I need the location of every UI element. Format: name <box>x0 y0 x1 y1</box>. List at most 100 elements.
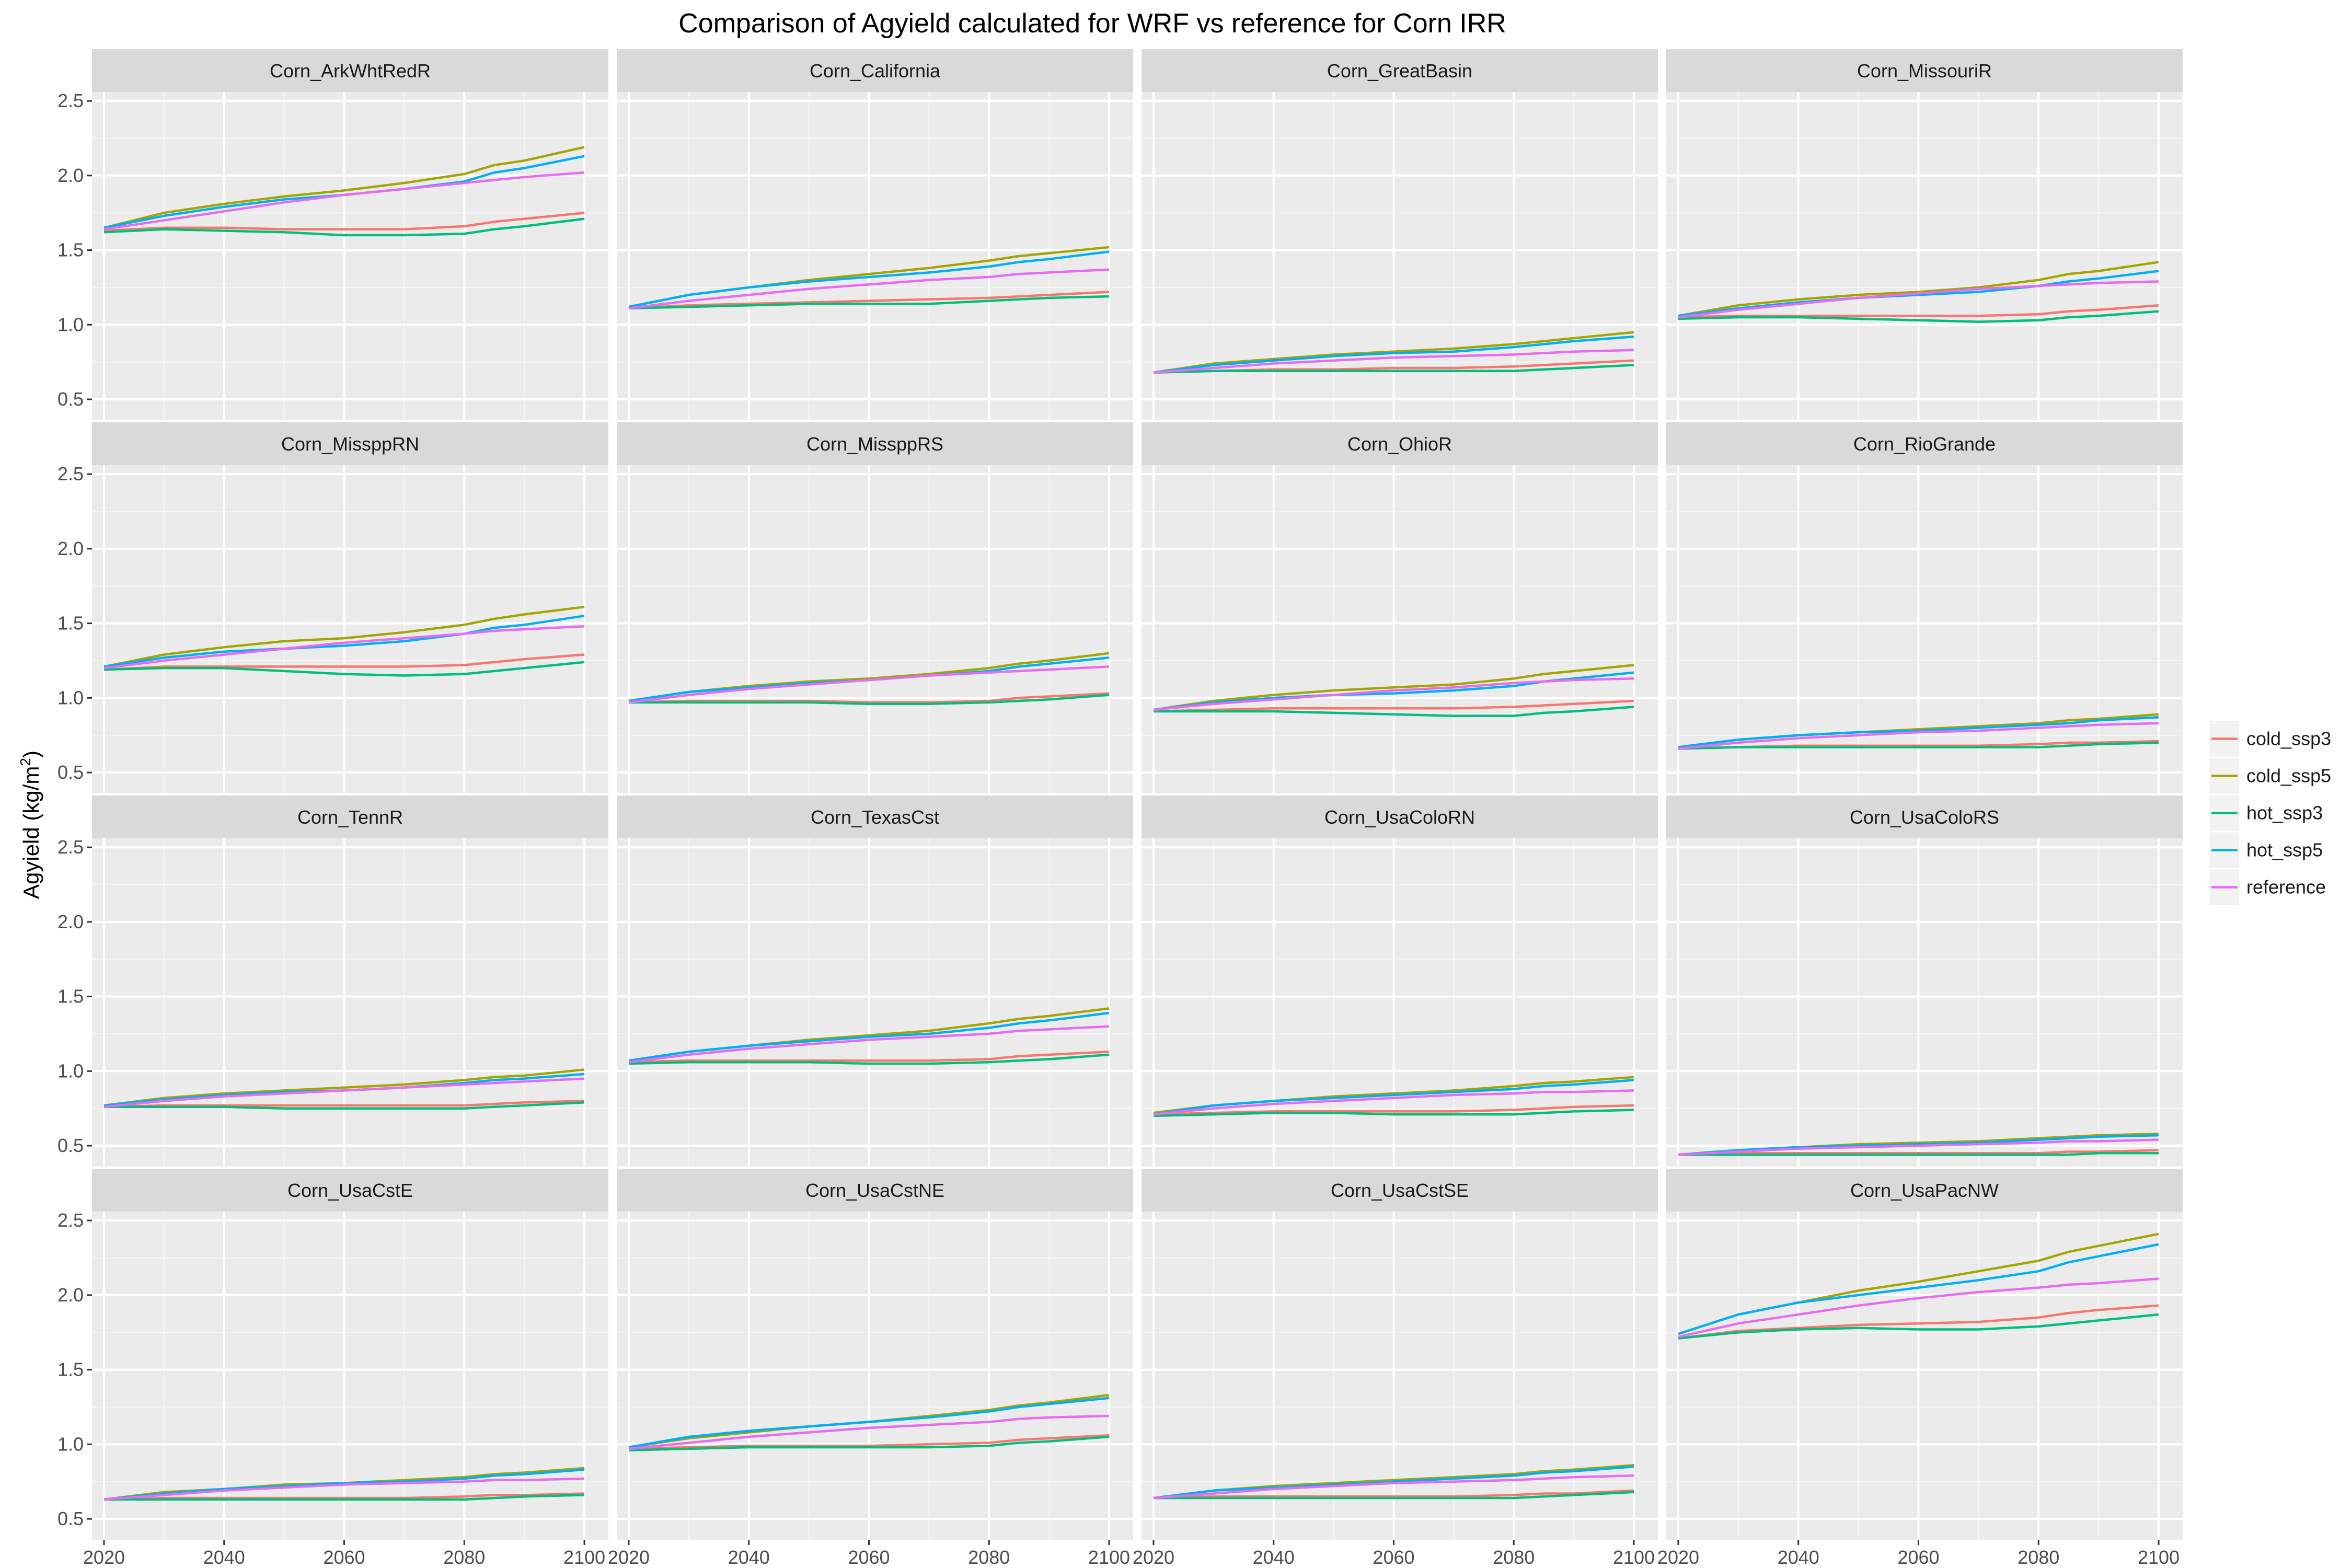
y-tick-label: 1.0 <box>57 1060 84 1081</box>
y-tick-label: 2.0 <box>57 165 84 186</box>
legend-item-cold_ssp3: cold_ssp3 <box>2208 719 2331 758</box>
series-line-hot_ssp5 <box>1678 1243 2159 1335</box>
series-line-reference <box>1153 1474 1634 1500</box>
panel-background <box>617 465 1133 793</box>
panel-background <box>617 1212 1133 1540</box>
legend-item-hot_ssp3: hot_ssp3 <box>2208 793 2323 833</box>
series-line-hot_ssp3 <box>1678 1313 2159 1340</box>
y-axis-title-end: ) <box>19 751 43 758</box>
series-line-hot_ssp5 <box>103 1468 585 1501</box>
series-line-hot_ssp3 <box>1154 1491 1634 1500</box>
panel-Corn_MissppRS: Corn_MissppRS <box>617 422 1133 793</box>
y-tick-label: 1.5 <box>57 613 84 634</box>
x-tick-label: 2020 <box>83 1547 125 1568</box>
panel-strip-label: Corn_TexasCst <box>811 806 939 828</box>
x-tick-label: 2040 <box>203 1547 245 1568</box>
series-line-cold_ssp5 <box>1678 261 2159 317</box>
panel-Corn_UsaColoRN: Corn_UsaColoRN <box>1142 795 1658 1167</box>
panel-background <box>1142 1212 1658 1540</box>
x-tick-label: 2060 <box>1897 1547 1939 1568</box>
panel-Corn_TennR: Corn_TennR 0.5 1.0 1.5 2.0 2.5 <box>57 795 608 1167</box>
series-line-reference <box>1678 280 2159 319</box>
panel-strip-label: Corn_TennR <box>297 806 403 828</box>
series-line-cold_ssp3 <box>1153 1104 1634 1116</box>
x-tick-label: 2020 <box>1133 1547 1174 1568</box>
panel-strip <box>92 422 608 465</box>
series-line-hot_ssp5 <box>628 250 1110 308</box>
x-tick-label: 2080 <box>2017 1547 2059 1568</box>
panel-Corn_RioGrande: Corn_RioGrande <box>1666 422 2183 793</box>
legend-label: cold_ssp3 <box>2246 728 2331 750</box>
panel-Corn_OhioR: Corn_OhioR <box>1142 422 1658 793</box>
series-line-hot_ssp5 <box>1678 1134 2159 1156</box>
y-tick-label: 2.5 <box>57 1209 84 1231</box>
legend-label: hot_ssp5 <box>2246 839 2323 861</box>
panel-Corn_TexasCst: Corn_TexasCst <box>617 795 1133 1167</box>
series-line-reference <box>628 268 1110 310</box>
panel-Corn_GreatBasin: Corn_GreatBasin <box>1142 49 1658 420</box>
panel-Corn_UsaCstNE: Corn_UsaCstNE 2020 2040 2060 2080 2100 <box>608 1169 1133 1568</box>
y-tick-label: 1.0 <box>57 314 84 335</box>
panel-background <box>1666 92 2183 420</box>
y-tick-label: 1.5 <box>57 986 84 1007</box>
y-tick-label: 2.5 <box>57 463 84 485</box>
series-line-hot_ssp3 <box>629 694 1110 705</box>
y-tick-label: 0.5 <box>57 1508 84 1529</box>
panel-strip <box>1142 1169 1658 1212</box>
series-line-reference <box>1678 722 2159 750</box>
panel-Corn_UsaColoRS: Corn_UsaColoRS <box>1666 795 2183 1167</box>
x-tick-label: 2060 <box>1373 1547 1414 1568</box>
series-line-hot_ssp3 <box>1153 1109 1634 1117</box>
panel-strip-label: Corn_MissouriR <box>1857 60 1992 82</box>
panel-strip-label: Corn_RioGrande <box>1853 433 1996 455</box>
series-line-cold_ssp3 <box>628 692 1110 704</box>
series-line-cold_ssp3 <box>103 653 585 671</box>
series-line-cold_ssp5 <box>1153 664 1634 711</box>
x-tick-label: 2100 <box>1613 1547 1655 1568</box>
series-line-hot_ssp5 <box>628 1397 1110 1449</box>
series-line-reference <box>103 1477 585 1501</box>
panel-strip-label: Corn_UsaCstE <box>287 1180 413 1201</box>
series-line-hot_ssp3 <box>1678 741 2159 750</box>
panel-background <box>1142 838 1658 1167</box>
series-line-hot_ssp5 <box>1678 270 2159 317</box>
series-line-hot_ssp3 <box>104 1101 585 1110</box>
panel-strip <box>1666 795 2183 838</box>
panel-strip-label: Corn_GreatBasin <box>1327 60 1472 82</box>
series-line-hot_ssp3 <box>1153 364 1634 374</box>
panel-strip <box>617 422 1133 465</box>
x-tick-label: 2080 <box>968 1547 1010 1568</box>
x-tick-label: 2060 <box>323 1547 365 1568</box>
series-line-reference <box>628 1025 1110 1064</box>
y-tick-label: 1.0 <box>57 687 84 708</box>
panel-background <box>617 838 1133 1167</box>
panel-Corn_MissouriR: Corn_MissouriR <box>1666 49 2183 420</box>
panel-strip <box>92 49 608 92</box>
series-line-reference <box>103 171 585 230</box>
panel-strip <box>1666 1169 2183 1212</box>
panel-background <box>1142 465 1658 793</box>
series-line-hot_ssp3 <box>1678 310 2159 323</box>
series-line-reference <box>1153 677 1634 711</box>
y-tick-label: 1.5 <box>57 239 84 261</box>
series-line-hot_ssp5 <box>1153 1465 1634 1500</box>
legend-label: hot_ssp3 <box>2246 802 2323 824</box>
panel-Corn_California: Corn_California <box>617 49 1133 420</box>
panel-strip <box>1142 49 1658 92</box>
panel-strip <box>1666 49 2183 92</box>
series-line-cold_ssp3 <box>628 1050 1110 1064</box>
series-line-reference <box>628 1414 1110 1450</box>
series-line-hot_ssp3 <box>1678 1152 2159 1156</box>
series-line-reference <box>1153 349 1634 374</box>
panel-strip-label: Corn_UsaColoRS <box>1850 806 1999 828</box>
panel-strip-label: Corn_UsaCstSE <box>1331 1180 1469 1201</box>
series-line-cold_ssp3 <box>628 291 1110 310</box>
series-line-hot_ssp5 <box>1153 1079 1634 1116</box>
series-line-cold_ssp3 <box>103 211 585 232</box>
series-line-cold_ssp3 <box>1153 699 1634 713</box>
y-tick-label: 1.5 <box>57 1359 84 1380</box>
panel-strip <box>1142 422 1658 465</box>
x-tick-label: 2100 <box>563 1547 605 1568</box>
chart-title: Comparison of Agyield calculated for WRF… <box>678 8 1506 39</box>
panel-strip <box>1666 422 2183 465</box>
